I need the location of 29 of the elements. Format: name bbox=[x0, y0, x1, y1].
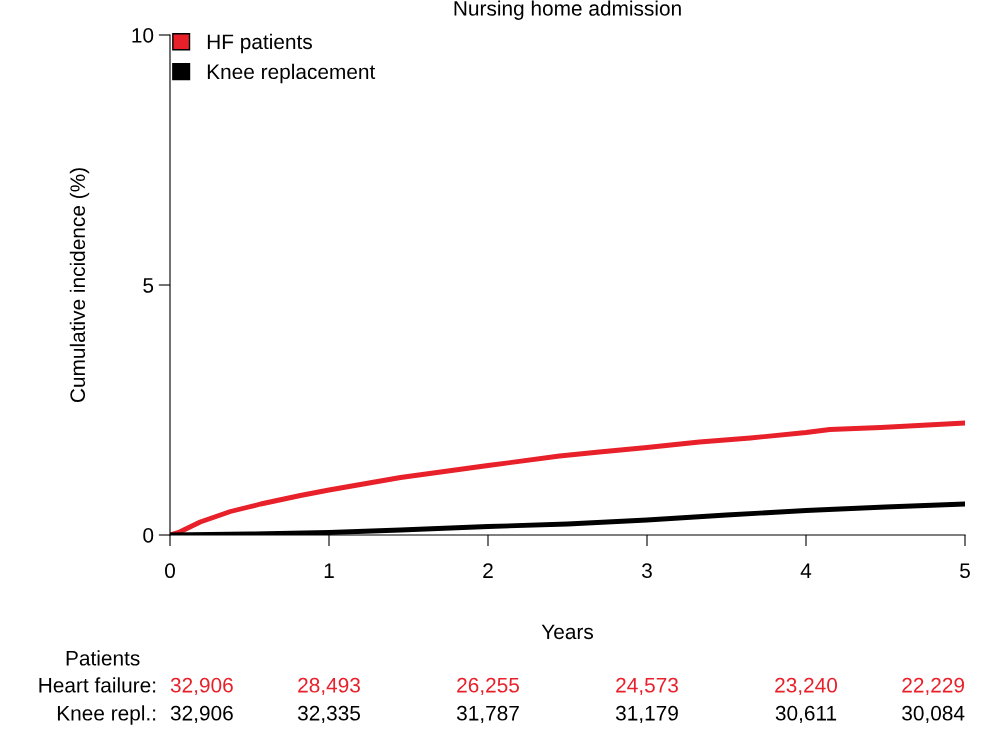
text: 30,084 bbox=[902, 705, 965, 724]
x-tick-label: 2 bbox=[483, 563, 493, 578]
text: 31,179 bbox=[615, 705, 678, 724]
text: 30,611 bbox=[775, 705, 837, 724]
x-tick-label: 4 bbox=[800, 563, 812, 578]
text: Heart failure: bbox=[39, 677, 156, 693]
chart-title: Nursing home admission bbox=[454, 0, 681, 20]
text: Patients bbox=[66, 650, 140, 666]
y-tick-label: 10 bbox=[132, 28, 154, 43]
text: 23,240 bbox=[775, 677, 838, 696]
text: Knee repl.: bbox=[57, 705, 156, 725]
y-tick-label: 0 bbox=[143, 528, 154, 543]
text: 22,229 bbox=[902, 677, 965, 696]
text: 32,906 bbox=[170, 705, 233, 724]
y-axis-title: Cumulative incidence (%) bbox=[69, 168, 90, 403]
text: 28,493 bbox=[298, 677, 360, 696]
x-tick-label: 0 bbox=[165, 563, 175, 579]
x-axis-title: Years bbox=[541, 624, 594, 640]
text: 24,573 bbox=[616, 677, 678, 696]
text: 26,255 bbox=[457, 677, 519, 696]
x-tick-label: 1 bbox=[324, 563, 334, 578]
legend-label: HF patients bbox=[207, 33, 312, 54]
x-tick-label: 3 bbox=[642, 563, 652, 579]
text: 32,335 bbox=[297, 705, 360, 724]
legend-label: Knee replacement bbox=[207, 63, 376, 84]
text: 31,787 bbox=[456, 705, 519, 724]
text: 32,906 bbox=[170, 677, 233, 696]
y-tick-label: 5 bbox=[143, 278, 154, 293]
x-tick-label: 5 bbox=[960, 563, 970, 579]
